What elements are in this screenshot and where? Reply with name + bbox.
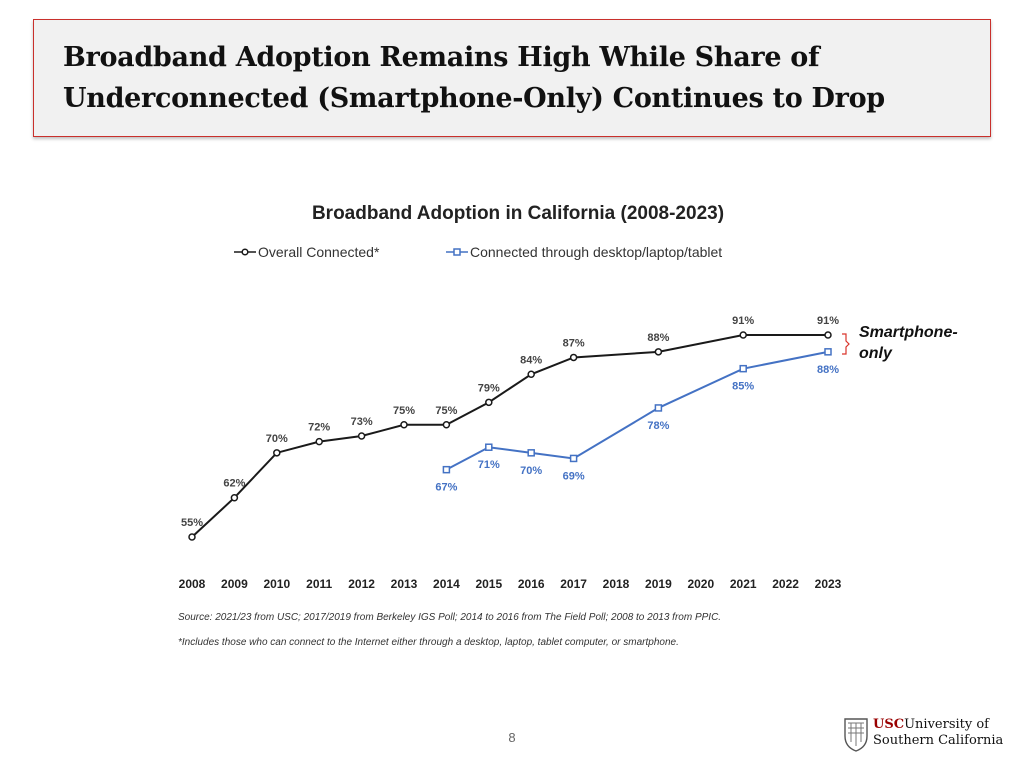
x-tick-label: 2023 <box>815 577 842 591</box>
source-note: Source: 2021/23 from USC; 2017/2019 from… <box>178 612 721 623</box>
x-tick-label: 2008 <box>179 577 206 591</box>
x-tick-label: 2018 <box>603 577 630 591</box>
data-label: 88% <box>817 364 839 376</box>
x-tick-label: 2014 <box>433 577 460 591</box>
x-tick-label: 2022 <box>772 577 799 591</box>
legend-overall-marker <box>241 248 249 256</box>
x-tick-label: 2012 <box>348 577 375 591</box>
data-point-desktop <box>527 449 535 457</box>
data-point-overall <box>824 331 832 339</box>
data-label: 67% <box>435 482 457 494</box>
data-point-desktop <box>569 454 578 463</box>
data-label: 91% <box>732 315 754 327</box>
data-label: 85% <box>732 381 754 393</box>
logo-line-1: USCUniversity of <box>873 717 989 732</box>
data-point-overall <box>230 493 239 502</box>
x-tick-label: 2021 <box>730 577 757 591</box>
data-point-overall <box>442 421 451 429</box>
data-point-overall <box>569 353 578 362</box>
legend: Overall Connected* Connected through des… <box>234 244 722 260</box>
title-box: Broadband Adoption Remains High While Sh… <box>33 19 991 137</box>
smartphone-bracket <box>842 333 850 355</box>
x-tick-label: 2020 <box>687 577 714 591</box>
data-label: 91% <box>817 315 839 327</box>
data-point-overall <box>188 533 196 541</box>
smartphone-only-callout: Smartphone-only <box>859 324 958 362</box>
x-tick-label: 2010 <box>263 577 290 591</box>
data-label: 70% <box>266 433 288 445</box>
data-point-overall <box>273 449 281 457</box>
slide-title-line-1: Broadband Adoption Remains High While Sh… <box>63 42 820 73</box>
data-point-desktop <box>739 364 747 373</box>
data-label: 72% <box>308 422 330 434</box>
data-point-overall <box>527 370 535 379</box>
data-label: 55% <box>181 517 203 529</box>
data-point-overall <box>400 421 408 429</box>
data-label: 79% <box>478 382 500 394</box>
data-label: 69% <box>563 470 585 482</box>
legend-desktop-label: Connected through desktop/laptop/tablet <box>470 244 722 260</box>
data-point-desktop <box>485 443 493 451</box>
data-label: 70% <box>520 465 542 477</box>
data-point-desktop <box>654 404 663 412</box>
footnote: *Includes those who can connect to the I… <box>178 637 679 648</box>
page-number: 8 <box>508 730 516 745</box>
plot-area: 2008 2009 2010 2011 2012 2013 2014 2015 2016 2017… <box>179 315 842 591</box>
data-label: 75% <box>393 405 415 417</box>
data-point-desktop <box>824 348 832 356</box>
data-label: 71% <box>478 459 500 471</box>
data-label: 75% <box>435 405 457 417</box>
data-point-overall <box>654 348 663 356</box>
data-point-overall <box>357 432 366 440</box>
x-tick-label: 2015 <box>475 577 502 591</box>
data-label: 78% <box>647 420 669 432</box>
x-tick-label: 2011 <box>306 577 332 591</box>
data-label: 88% <box>647 332 669 344</box>
usc-logo: USCUniversity of Southern California <box>843 716 1003 752</box>
x-tick-label: 2016 <box>518 577 545 591</box>
x-tick-label: 2009 <box>221 577 248 591</box>
data-point-overall <box>315 437 323 446</box>
legend-desktop-marker <box>453 248 461 256</box>
x-tick-label: 2017 <box>560 577 587 591</box>
data-point-desktop <box>442 465 451 474</box>
logo-usc: USC <box>873 717 905 732</box>
data-label: 87% <box>563 337 585 349</box>
logo-university-of: University of <box>904 717 989 732</box>
data-point-overall <box>739 331 747 339</box>
data-point-overall <box>485 398 493 407</box>
logo-line-2: Southern California <box>873 733 1004 748</box>
legend-overall-label: Overall Connected* <box>258 244 380 260</box>
x-tick-label: 2019 <box>645 577 672 591</box>
data-label: 84% <box>520 354 542 366</box>
series-line <box>445 350 829 471</box>
slide-title-line-2: Underconnected (Smartphone-Only) Continu… <box>63 83 885 114</box>
chart-title: Broadband Adoption in California (2008-2… <box>312 203 724 224</box>
data-label: 62% <box>223 478 245 490</box>
usc-seal-icon <box>844 718 868 752</box>
data-label: 73% <box>351 416 373 428</box>
x-tick-label: 2013 <box>391 577 418 591</box>
